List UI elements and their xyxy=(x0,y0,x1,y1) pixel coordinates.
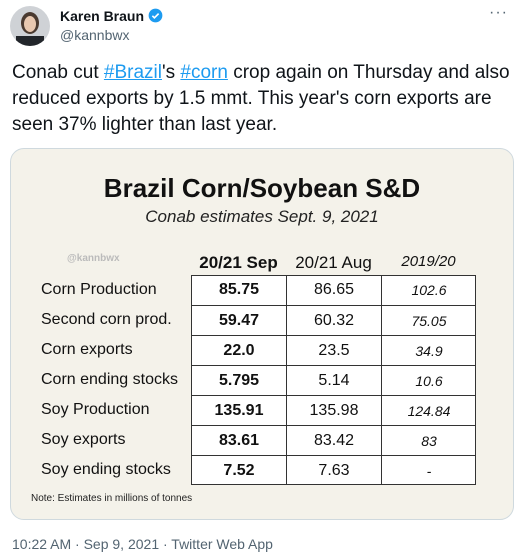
tweet-image[interactable]: Brazil Corn/Soybean S&D Conab estimates … xyxy=(10,148,514,520)
table-cell: 23.5 xyxy=(286,335,381,365)
table-cell: 10.6 xyxy=(381,365,476,395)
row-label: Corn Production xyxy=(41,281,157,298)
table-cell: 83 xyxy=(381,425,476,455)
more-menu[interactable]: ··· xyxy=(489,4,508,21)
table-cell: 102.6 xyxy=(381,275,476,305)
image-title: Brazil Corn/Soybean S&D xyxy=(103,173,421,203)
column-header: 20/21 Sep xyxy=(199,253,278,272)
image-subtitle: Conab estimates Sept. 9, 2021 xyxy=(145,207,379,226)
row-label: Second corn prod. xyxy=(41,311,172,328)
tweet-text-segment: 's xyxy=(161,62,181,83)
table-cell: - xyxy=(381,455,476,485)
table-cell: 124.84 xyxy=(381,395,476,425)
table-cell: 83.61 xyxy=(191,425,286,455)
tweet-text-segment: Conab cut xyxy=(12,62,104,83)
table-cell: 5.795 xyxy=(191,365,286,395)
watermark: @kannbwx xyxy=(67,253,120,264)
note: Note: Estimates in millions of tonnes xyxy=(31,493,193,504)
verified-badge xyxy=(148,8,163,23)
row-label: Corn ending stocks xyxy=(41,371,178,388)
table-cell: 85.75 xyxy=(191,275,286,305)
table-cell: 60.32 xyxy=(286,305,381,335)
table-cell: 7.63 xyxy=(286,455,381,485)
avatar[interactable] xyxy=(10,6,50,46)
table-grid xyxy=(191,275,476,485)
row-label: Soy ending stocks xyxy=(41,461,171,478)
table-cell: 7.52 xyxy=(191,455,286,485)
hashtag-link[interactable]: #corn xyxy=(180,62,228,83)
user-handle[interactable]: @kannbwx xyxy=(60,27,130,43)
column-header: 20/21 Aug xyxy=(295,253,372,272)
table-cell: 83.42 xyxy=(286,425,381,455)
table-cell: 75.05 xyxy=(381,305,476,335)
row-label: Soy Production xyxy=(41,401,150,418)
table: 20/21 Sep 20/21 Aug 2019/20 Corn Production… xyxy=(11,149,513,489)
table-cell: 59.47 xyxy=(191,305,286,335)
table-cell: 135.98 xyxy=(286,395,381,425)
user-name-text[interactable]: Karen Braun xyxy=(60,8,145,24)
tweet-text-segment: crop again on Thursday and also reduced … xyxy=(12,62,510,135)
row-label: Corn exports xyxy=(41,341,133,358)
user-name[interactable]: Karen Braun xyxy=(60,8,163,24)
table-cell: 135.91 xyxy=(191,395,286,425)
row-label: Soy exports xyxy=(41,431,126,448)
hashtag-link[interactable]: #Brazil xyxy=(103,62,162,83)
table-cell: 22.0 xyxy=(191,335,286,365)
column-header: 2019/20 xyxy=(401,253,456,270)
timestamp[interactable]: 10:22 AM · Sep 9, 2021 · Twitter Web App xyxy=(12,536,273,552)
table-cell: 86.65 xyxy=(286,275,381,305)
tweet-text: Conab cut #Brazil's #corn crop again on … xyxy=(12,60,512,138)
table-cell: 5.14 xyxy=(286,365,381,395)
table-cell: 34.9 xyxy=(381,335,476,365)
